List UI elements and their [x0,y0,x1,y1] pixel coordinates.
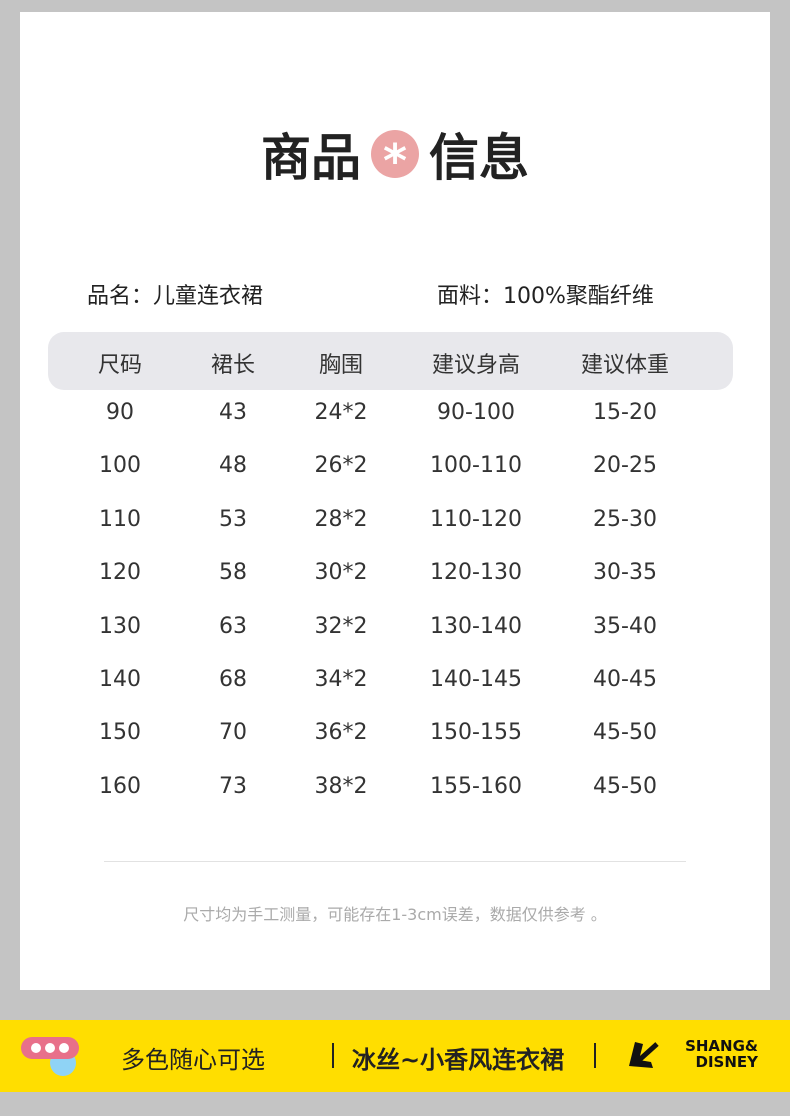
table-cell: 130-140 [430,613,522,639]
table-cell: 110-120 [430,506,522,532]
brand-line-1: SHANG& [685,1037,758,1055]
table-cell: 30*2 [314,560,368,586]
table-cell: 48 [219,453,247,479]
separator [594,1043,596,1068]
table-cell: 100-110 [430,453,522,479]
table-cell: 24*2 [314,400,368,425]
column-header: 裙长 [210,353,255,378]
title-left: 商品 [261,129,361,187]
table-cell: 15-20 [593,400,657,425]
product-name: 品名：儿童连衣裙 [87,284,264,309]
table-cell: 70 [219,720,247,746]
column-header: 建议体重 [580,353,669,378]
separator [332,1043,334,1068]
table-cell: 73 [219,773,247,799]
table-cell: 32*2 [314,613,368,639]
table-cell: 45-50 [593,720,657,746]
table-cell: 36*2 [314,720,368,746]
footer-colors-text: 多色随心可选 [121,1046,265,1074]
table-cell: 140 [99,667,141,692]
table-cell: 160 [99,773,141,799]
fabric: 面料：100%聚酯纤维 [437,284,654,309]
title-right: 信息 [429,129,529,187]
table-cell: 45-50 [593,773,657,799]
table-cell: 155-160 [430,773,522,799]
table-header [48,332,733,390]
table-cell: 26*2 [314,453,368,479]
table-cell: 110 [99,506,141,532]
table-cell: 34*2 [314,667,368,692]
table-cell: 35-40 [593,613,657,639]
table-cell: 90 [106,400,134,425]
column-header: 尺码 [97,353,142,378]
table-cell: 120 [99,560,141,586]
divider [104,861,686,862]
table-cell: 58 [219,560,247,586]
table-cell: 120-130 [430,560,522,586]
column-header: 建议身高 [431,353,520,378]
table-cell: 30-35 [593,560,657,586]
table-cell: 25-30 [593,506,657,532]
table-cell: 150-155 [430,720,522,746]
page-title: 商品 * 信息 [0,118,790,190]
table-cell: 140-145 [430,667,522,692]
table-cell: 40-45 [593,667,657,692]
table-cell: 28*2 [314,506,368,532]
footer-bar [0,1020,790,1092]
chat-bubbles-icon [21,1037,79,1076]
measurement-note: 尺寸均为手工测量，可能存在1-3cm误差，数据仅供参考 。 [183,905,607,924]
table-cell: 20-25 [593,453,657,479]
column-header: 胸围 [318,353,363,378]
table-cell: 38*2 [314,773,368,799]
arrow-down-left-icon [629,1042,659,1068]
brand-line-2: DISNEY [695,1053,759,1071]
brand-logo: SHANG& DISNEY [670,1038,758,1070]
table-cell: 53 [219,506,247,532]
table-cell: 63 [219,613,247,639]
footer-product-text: 冰丝~小香风连衣裙 [352,1046,565,1074]
table-cell: 90-100 [437,400,515,425]
table-cell: 68 [219,667,247,692]
table-cell: 43 [219,400,247,425]
table-cell: 150 [99,720,141,746]
table-cell: 100 [99,453,141,479]
asterisk-circle-icon: * [371,130,419,184]
table-cell: 130 [99,613,141,639]
